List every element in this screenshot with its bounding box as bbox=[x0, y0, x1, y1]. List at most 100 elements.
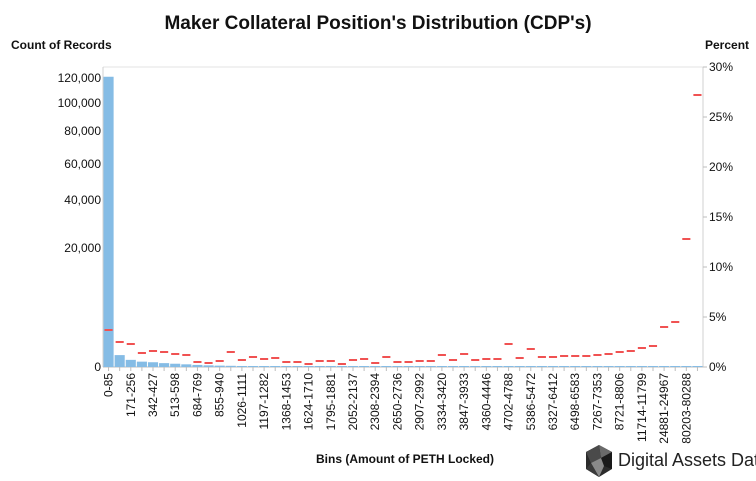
x-tick-label: 8721-8806 bbox=[613, 373, 627, 431]
left-tick-label: 0 bbox=[94, 360, 101, 374]
left-tick-label: 100,000 bbox=[58, 96, 102, 110]
count-bar bbox=[147, 362, 159, 367]
percent-mark bbox=[615, 351, 624, 353]
percent-mark bbox=[348, 359, 358, 361]
percent-mark bbox=[326, 360, 335, 362]
count-bar bbox=[159, 363, 170, 367]
count-bar bbox=[425, 366, 436, 367]
x-tick-label: 1197-1282 bbox=[257, 373, 271, 430]
x-tick-label: 3334-3420 bbox=[435, 373, 449, 431]
x-tick-label: 6498-6583 bbox=[568, 373, 582, 431]
percent-mark bbox=[526, 348, 535, 350]
count-bar bbox=[281, 366, 292, 367]
count-bar bbox=[470, 366, 481, 367]
right-tick-label: 10% bbox=[709, 260, 733, 274]
percent-mark bbox=[537, 356, 546, 358]
count-bar bbox=[336, 366, 347, 367]
count-bar bbox=[192, 364, 203, 367]
count-bar bbox=[481, 366, 492, 367]
right-tick-label: 15% bbox=[709, 210, 733, 224]
count-bar bbox=[581, 366, 592, 367]
brand-name: Digital Assets Data bbox=[618, 450, 756, 470]
count-bar bbox=[636, 366, 647, 367]
percent-mark bbox=[471, 359, 480, 361]
percent-mark bbox=[660, 326, 669, 328]
count-bar bbox=[659, 366, 670, 367]
x-tick-label: 1795-1881 bbox=[324, 373, 338, 431]
count-bar bbox=[525, 366, 536, 367]
count-bar bbox=[670, 366, 681, 367]
percent-mark bbox=[237, 359, 246, 361]
percent-mark bbox=[693, 94, 702, 96]
left-tick-label: 80,000 bbox=[64, 124, 101, 138]
count-bar bbox=[325, 366, 336, 367]
left-axis-ticks: 0 20,000 40,000 60,000 80,000 100,000 120,000 bbox=[58, 71, 102, 374]
percent-mark bbox=[271, 357, 280, 359]
left-tick-label: 60,000 bbox=[64, 157, 101, 171]
count-bar bbox=[381, 366, 392, 367]
left-tick-label: 20,000 bbox=[64, 241, 101, 255]
percent-mark bbox=[671, 321, 680, 323]
count-bar bbox=[625, 366, 636, 367]
count-bar bbox=[103, 76, 114, 367]
x-tick-label: 171-256 bbox=[124, 373, 138, 417]
count-bar bbox=[692, 366, 703, 367]
right-tick-label: 30% bbox=[709, 60, 733, 74]
count-bar bbox=[292, 366, 303, 367]
count-bar bbox=[181, 364, 192, 367]
percent-mark bbox=[604, 353, 613, 355]
percent-mark bbox=[548, 356, 558, 358]
percent-mark bbox=[637, 347, 646, 349]
right-axis-title: Percent bbox=[705, 38, 750, 52]
count-bar bbox=[259, 366, 270, 367]
x-tick-label: 1624-1710 bbox=[302, 373, 316, 431]
x-axis-ticks: 0-85 171-256 342-427 513-598 684-769 855-940 1… bbox=[102, 367, 698, 444]
x-tick-label: 0-85 bbox=[102, 373, 116, 397]
percent-mark bbox=[426, 360, 435, 362]
count-bar bbox=[214, 365, 225, 367]
percent-mark bbox=[337, 363, 346, 365]
x-tick-label: 4360-4446 bbox=[479, 373, 493, 431]
count-bar bbox=[270, 366, 281, 367]
percent-mark bbox=[193, 361, 202, 363]
percent-mark bbox=[504, 343, 513, 345]
percent-mark bbox=[282, 361, 291, 363]
count-bars bbox=[103, 76, 703, 367]
count-bar bbox=[370, 366, 381, 367]
count-bar bbox=[314, 366, 325, 367]
percent-mark bbox=[371, 362, 380, 364]
left-tick-label: 40,000 bbox=[64, 193, 101, 207]
polyhedron-logo-icon bbox=[586, 445, 612, 477]
x-tick-label: 4702-4788 bbox=[502, 373, 516, 431]
count-bar bbox=[592, 366, 603, 367]
percent-mark bbox=[148, 350, 158, 352]
percent-mark bbox=[215, 360, 224, 362]
percent-mark bbox=[682, 238, 691, 240]
x-tick-label: 2052-2137 bbox=[346, 373, 360, 431]
percent-mark bbox=[293, 361, 302, 363]
x-tick-label: 1026-1111 bbox=[235, 373, 249, 428]
count-bar bbox=[203, 365, 214, 367]
percent-mark bbox=[204, 362, 213, 364]
x-tick-label: 513-598 bbox=[168, 373, 182, 417]
count-bar bbox=[403, 366, 414, 367]
left-tick-label: 120,000 bbox=[58, 71, 102, 85]
percent-mark bbox=[626, 350, 635, 352]
count-bar bbox=[559, 366, 570, 367]
count-bar bbox=[614, 366, 625, 367]
x-axis-title: Bins (Amount of PETH Locked) bbox=[316, 452, 494, 466]
x-tick-label: 6327-6412 bbox=[546, 373, 560, 431]
x-tick-label: 80203-80288 bbox=[679, 373, 693, 444]
count-bar bbox=[570, 366, 581, 367]
brand-logo: Digital Assets Data bbox=[584, 444, 756, 478]
percent-mark bbox=[182, 354, 191, 356]
count-bar bbox=[247, 366, 259, 367]
x-tick-label: 5386-5472 bbox=[524, 373, 538, 431]
percent-mark bbox=[404, 361, 413, 363]
percent-mark bbox=[126, 343, 135, 345]
count-bar bbox=[414, 366, 425, 367]
x-tick-label: 3847-3933 bbox=[457, 373, 471, 431]
percent-mark bbox=[648, 345, 658, 347]
percent-mark bbox=[315, 360, 324, 362]
